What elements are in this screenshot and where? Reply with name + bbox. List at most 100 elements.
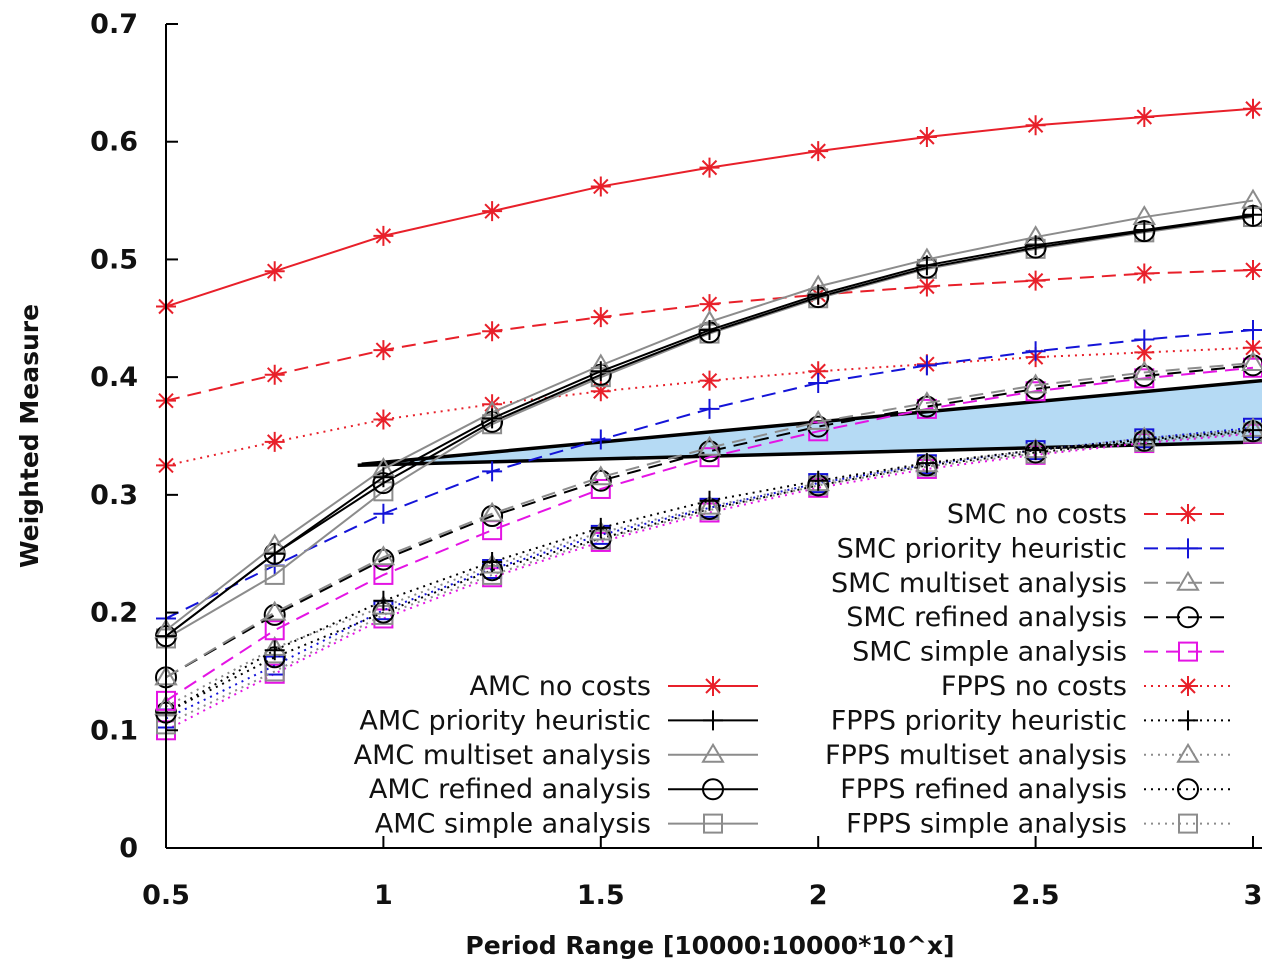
data-point xyxy=(808,361,829,382)
y-tick-label: 0.4 xyxy=(90,362,138,393)
data-point xyxy=(1243,320,1262,341)
data-point xyxy=(699,294,720,315)
legend-marker xyxy=(1177,778,1199,801)
data-point xyxy=(373,590,394,611)
data-point xyxy=(808,141,829,162)
data-point xyxy=(482,551,503,572)
data-point xyxy=(590,517,611,538)
legend-entry: FPPS simple analysis xyxy=(846,809,1232,840)
data-point xyxy=(373,467,394,488)
legend-label: FPPS multiset analysis xyxy=(825,740,1127,771)
series-1 xyxy=(156,204,1262,647)
data-point xyxy=(1025,440,1046,461)
data-point xyxy=(1243,337,1262,358)
legend-entry: AMC priority heuristic xyxy=(359,705,758,736)
y-tick-label: 0.1 xyxy=(90,715,138,746)
data-point xyxy=(1023,373,1048,394)
data-point xyxy=(1243,204,1262,225)
data-point xyxy=(590,307,611,328)
data-point xyxy=(697,435,722,456)
y-tick-label: 0.7 xyxy=(90,9,138,40)
data-point xyxy=(915,391,939,412)
data-point xyxy=(590,478,611,499)
data-point xyxy=(1134,429,1155,450)
data-point xyxy=(806,409,830,430)
legend-entry: SMC simple analysis xyxy=(852,637,1232,668)
legend-marker xyxy=(703,710,723,731)
series-7 xyxy=(154,351,1262,686)
legend-entry: SMC no costs xyxy=(947,499,1232,530)
data-point xyxy=(264,364,285,385)
data-point xyxy=(808,470,829,491)
legend-marker xyxy=(1178,710,1198,731)
legend-marker xyxy=(1178,813,1198,834)
legend-entry: AMC no costs xyxy=(470,671,758,702)
legend-label: AMC priority heuristic xyxy=(359,705,651,736)
data-point xyxy=(373,564,394,585)
data-point xyxy=(480,501,504,522)
data-point xyxy=(697,494,722,515)
legend-marker xyxy=(1178,641,1198,662)
x-tick-label: 1.5 xyxy=(577,880,625,911)
series-6 xyxy=(156,320,1262,629)
legend-entry: AMC simple analysis xyxy=(375,809,758,840)
series-line xyxy=(165,431,1254,726)
x-tick-label: 2.5 xyxy=(1012,880,1060,911)
data-point xyxy=(482,321,503,342)
data-point xyxy=(915,395,938,418)
x-tick-label: 2 xyxy=(809,880,828,911)
legend-entry: AMC refined analysis xyxy=(369,774,758,805)
legend-marker xyxy=(1176,742,1200,763)
data-point xyxy=(481,505,504,528)
y-axis-label: Weighted Measure xyxy=(15,304,44,568)
data-point xyxy=(808,284,829,305)
x-tick-label: 1 xyxy=(374,880,393,911)
data-point xyxy=(1025,270,1046,291)
legend-marker xyxy=(1178,504,1198,524)
data-point xyxy=(263,603,286,626)
data-point xyxy=(1024,377,1047,400)
legend-marker xyxy=(1178,538,1198,559)
y-tick-label: 0 xyxy=(119,833,138,864)
data-point xyxy=(1134,342,1155,363)
legend-label: FPPS priority heuristic xyxy=(831,705,1127,736)
data-point xyxy=(916,453,937,474)
data-point xyxy=(482,201,503,222)
legend-entry: FPPS no costs xyxy=(941,671,1232,702)
data-point xyxy=(264,564,285,585)
data-point xyxy=(916,255,937,276)
legend-label: AMC no costs xyxy=(470,671,652,702)
legend-marker xyxy=(702,778,724,801)
x-tick-label: 0.5 xyxy=(142,880,190,911)
legend-label: SMC simple analysis xyxy=(852,637,1127,668)
series-line xyxy=(165,429,1254,714)
legend-entry: AMC multiset analysis xyxy=(354,740,758,771)
data-point xyxy=(1134,263,1155,284)
data-point xyxy=(373,503,394,524)
legend-label: FPPS refined analysis xyxy=(840,774,1127,805)
data-point xyxy=(589,520,613,541)
data-point xyxy=(373,409,394,430)
data-point xyxy=(808,373,829,394)
x-tick-label: 3 xyxy=(1244,880,1262,911)
data-point xyxy=(1132,360,1157,381)
data-point xyxy=(916,276,937,297)
data-point xyxy=(1134,329,1155,350)
data-point xyxy=(1243,260,1262,281)
legend-entry: FPPS priority heuristic xyxy=(831,705,1232,736)
data-point xyxy=(699,370,720,391)
data-point xyxy=(590,381,611,402)
data-point xyxy=(916,355,937,376)
legend-label: SMC refined analysis xyxy=(846,602,1127,633)
series-0 xyxy=(156,98,1262,317)
y-tick-label: 0.2 xyxy=(90,598,138,629)
data-point xyxy=(590,176,611,197)
legend-label: FPPS simple analysis xyxy=(846,809,1127,840)
data-point xyxy=(480,553,504,574)
data-point xyxy=(807,415,830,438)
data-point xyxy=(590,429,611,450)
legend-marker xyxy=(703,813,723,834)
data-point xyxy=(482,461,503,482)
data-point xyxy=(1242,354,1262,377)
